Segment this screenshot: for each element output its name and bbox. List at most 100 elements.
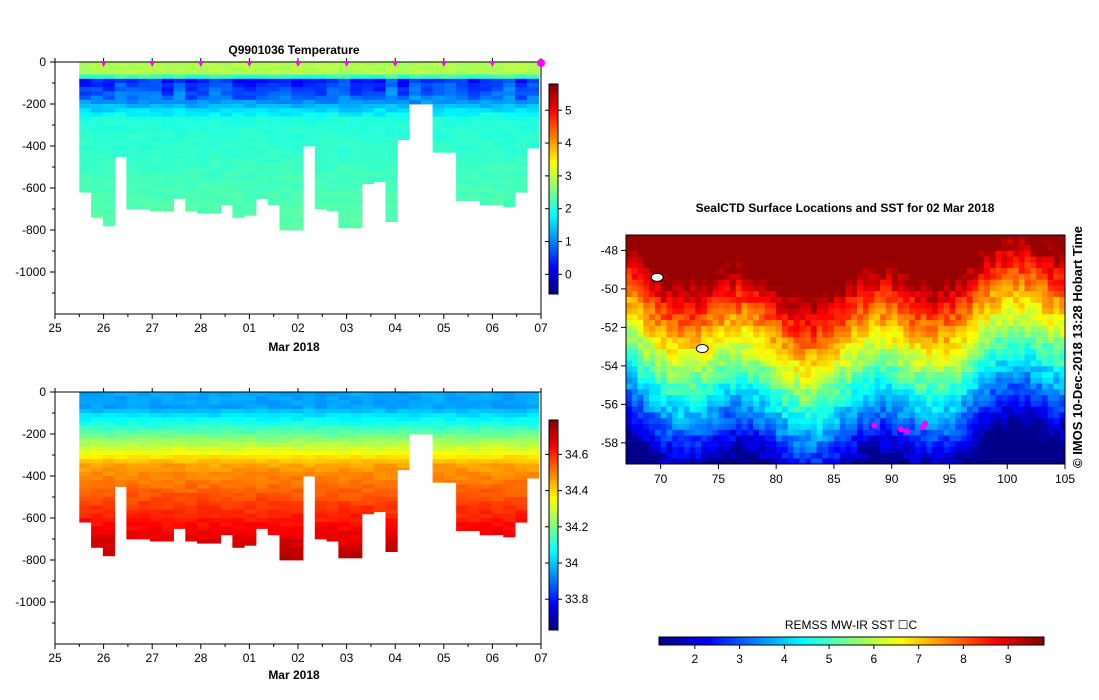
sst-cell: [695, 412, 702, 419]
salinity-cell: [373, 455, 386, 460]
sst-cell: [758, 383, 766, 390]
temperature-colorbar-swatch: [549, 225, 558, 229]
salinity-cell: [503, 522, 516, 527]
sst-cell: [926, 296, 933, 303]
temperature-cell: [326, 137, 339, 143]
sst-cell: [839, 313, 846, 321]
salinity-cell: [220, 463, 233, 468]
temperature-cell: [232, 91, 245, 96]
sst-cell: [654, 429, 662, 436]
temperature-cell: [361, 175, 375, 180]
temperature-cell: [409, 95, 422, 101]
temperature-cell: [173, 167, 186, 172]
temperature-cell: [456, 175, 469, 180]
temperature-cell: [102, 70, 116, 75]
sst-cell: [776, 388, 783, 396]
temperature-cell: [491, 158, 504, 164]
temperature-cell: [114, 108, 127, 113]
temperature-cell: [409, 83, 422, 88]
sst-cell: [932, 319, 939, 326]
salinity-cell: [279, 488, 292, 494]
temperature-cell: [91, 129, 104, 134]
salinity-cell: [279, 429, 292, 435]
salinity-cell: [220, 413, 233, 418]
temperature-cell: [138, 175, 151, 180]
sst-cell: [937, 250, 945, 257]
salinity-cell: [126, 484, 139, 489]
sst-cell: [683, 394, 690, 401]
salinity-cell: [126, 526, 139, 531]
sst-cell: [828, 429, 835, 436]
sst-cell: [914, 354, 921, 361]
sst-cell: [626, 336, 633, 344]
salinity-cell: [291, 551, 304, 557]
salinity-cell: [161, 408, 174, 414]
sst-cell: [816, 342, 823, 349]
sst-cell: [735, 388, 742, 396]
salinity-cell: [467, 446, 481, 452]
temperature-cell: [503, 162, 516, 168]
salinity-cell: [420, 413, 433, 418]
salinity-cell: [350, 413, 363, 418]
sst-cell: [862, 342, 870, 349]
salinity-cell: [102, 497, 116, 502]
sst-cell: [914, 244, 921, 251]
salinity-cell: [314, 526, 327, 531]
temperature-cell: [456, 129, 469, 134]
temperature-cell: [303, 129, 316, 134]
sst-cell: [729, 261, 737, 269]
temperature-cell: [279, 158, 292, 164]
temperature-cell: [467, 91, 481, 96]
sst-cell: [828, 285, 835, 292]
sst-cell: [903, 365, 910, 373]
temperature-cell: [350, 162, 363, 168]
sst-cell: [891, 331, 898, 338]
salinity-cell: [114, 467, 127, 473]
temperature-cell: [232, 154, 245, 159]
temperature-cell: [173, 112, 186, 117]
temperature-cell: [326, 70, 339, 75]
temperature-cell: [197, 70, 210, 75]
temperature-cell: [149, 129, 163, 134]
salinity-cell: [456, 501, 469, 506]
temperature-colorbar-swatch: [549, 198, 558, 203]
sst-cell: [903, 383, 910, 390]
sst-cell: [937, 383, 945, 390]
salinity-cell: [267, 484, 280, 489]
temperature-cell: [479, 87, 492, 92]
temperature-cell: [456, 70, 469, 75]
temperature-cell: [515, 74, 528, 80]
sst-cell: [920, 290, 927, 297]
salinity-cell: [91, 425, 104, 431]
salinity-cell: [314, 438, 327, 443]
sst-cell: [758, 331, 766, 338]
sst-cell: [926, 429, 933, 436]
sst-cell: [816, 412, 823, 419]
salinity-cell: [397, 459, 410, 464]
sst-cell: [695, 423, 702, 430]
sst-cell: [666, 412, 673, 419]
sst-cell: [816, 325, 823, 332]
sst-cell: [776, 325, 783, 332]
salinity-cell: [420, 400, 433, 405]
salinity-cell: [149, 480, 163, 485]
sst-cell: [799, 267, 806, 274]
sst-cell: [747, 238, 754, 246]
sst-cell: [643, 244, 650, 251]
sst-cell: [724, 244, 731, 251]
temperature-cell: [208, 112, 222, 117]
salinity-colorbar-swatch: [549, 485, 558, 490]
temperature-cell: [114, 150, 127, 155]
temperature-cell: [350, 225, 363, 229]
temperature-cell: [126, 112, 139, 117]
salinity-cell: [267, 530, 280, 536]
temperature-cell: [126, 171, 139, 176]
temperature-cell: [114, 91, 127, 96]
sst-cell: [660, 273, 667, 280]
salinity-cell: [79, 446, 92, 452]
temperature-cell: [467, 188, 481, 193]
temperature-cell: [173, 133, 186, 138]
sst-cell: [753, 417, 760, 424]
salinity-colorbar-swatch: [549, 587, 558, 592]
sst-cell: [943, 417, 950, 424]
